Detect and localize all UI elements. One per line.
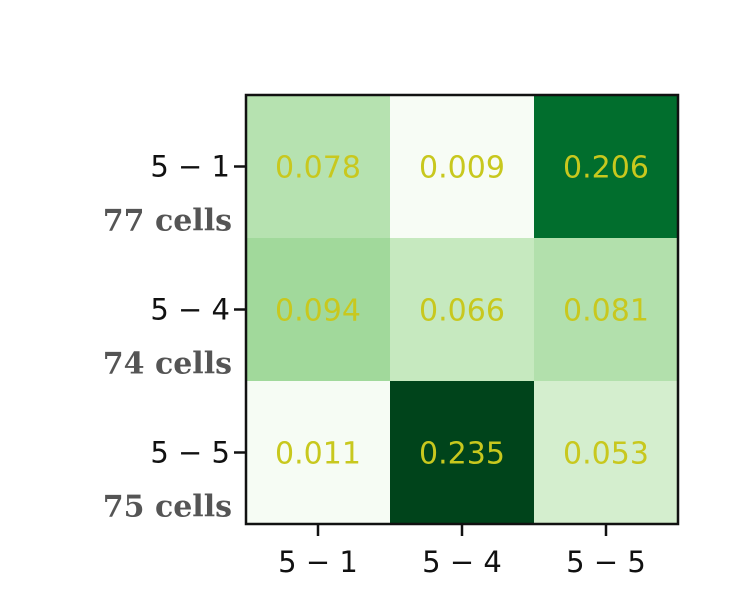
x-tick-label: 5 − 4 <box>422 545 502 579</box>
row-cell-count-label: 74 cells <box>103 347 232 382</box>
row-cell-count-label: 75 cells <box>103 490 232 525</box>
cell-value-label: 0.011 <box>275 437 361 472</box>
y-tick-label: 5 − 5 <box>150 436 230 470</box>
cell-value-label: 0.081 <box>563 294 649 329</box>
x-tick-label: 5 − 5 <box>566 545 646 579</box>
row-cell-count-label: 77 cells <box>103 204 232 239</box>
heatmap-cell <box>246 381 390 524</box>
cell-value-labels: 0.078 0.009 0.206 0.094 0.066 0.081 0.011 0.235… <box>275 151 649 472</box>
heatmap-cell <box>246 95 390 238</box>
cell-value-label: 0.053 <box>563 437 649 472</box>
cell-value-label: 0.206 <box>563 151 649 186</box>
y-tick-label: 5 − 1 <box>150 150 230 184</box>
cell-value-label: 0.078 <box>275 151 361 186</box>
heatmap-cell <box>534 95 678 238</box>
y-axis-ticks: 5 − 1 77 cells 5 − 4 74 cells 5 − 5 75 cells <box>103 150 246 525</box>
heatmap-cell <box>390 238 534 381</box>
heatmap-cell <box>534 238 678 381</box>
cell-value-label: 0.235 <box>419 437 505 472</box>
cell-value-label: 0.066 <box>419 294 505 329</box>
heatmap-cell <box>390 95 534 238</box>
x-tick-label: 5 − 1 <box>278 545 358 579</box>
heatmap-cell <box>390 381 534 524</box>
cell-value-label: 0.094 <box>275 294 361 329</box>
heatmap-cells <box>246 95 678 524</box>
x-axis-ticks: 5 − 1 5 − 4 5 − 5 <box>278 524 646 579</box>
heatmap-cell <box>246 238 390 381</box>
cell-value-label: 0.009 <box>419 151 505 186</box>
heatmap-cell <box>534 381 678 524</box>
y-tick-label: 5 − 4 <box>150 293 230 327</box>
